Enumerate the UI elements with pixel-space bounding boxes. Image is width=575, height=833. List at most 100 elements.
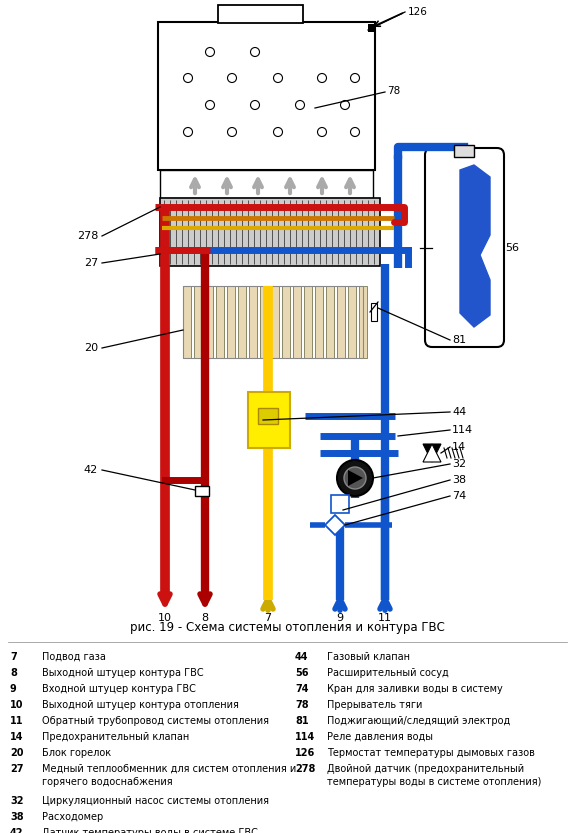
Circle shape <box>340 101 350 109</box>
Bar <box>160 170 373 198</box>
Text: Расширительный сосуд: Расширительный сосуд <box>327 668 448 678</box>
Bar <box>315 286 323 358</box>
Text: 20: 20 <box>84 343 98 353</box>
Bar <box>271 286 279 358</box>
Text: 14: 14 <box>452 442 466 452</box>
Bar <box>195 486 209 496</box>
Text: 8: 8 <box>10 668 17 678</box>
Circle shape <box>205 101 214 109</box>
Bar <box>348 286 356 358</box>
Text: 81: 81 <box>295 716 309 726</box>
Text: горячего водоснабжения: горячего водоснабжения <box>42 777 172 787</box>
Bar <box>194 286 202 358</box>
Text: 56: 56 <box>505 243 519 253</box>
Circle shape <box>274 73 282 82</box>
Text: 27: 27 <box>10 764 24 774</box>
Text: 114: 114 <box>295 732 315 742</box>
Text: Подвод газа: Подвод газа <box>42 652 106 662</box>
Text: 32: 32 <box>10 796 24 806</box>
Text: 10: 10 <box>10 700 24 710</box>
Text: 278: 278 <box>295 764 315 774</box>
Text: 78: 78 <box>295 700 309 710</box>
Text: 8: 8 <box>201 613 209 623</box>
Bar <box>359 286 367 358</box>
Bar <box>248 392 290 448</box>
Text: Блок горелок: Блок горелок <box>42 748 111 758</box>
Text: температуры воды в системе отопления): температуры воды в системе отопления) <box>327 777 542 787</box>
Bar <box>158 22 375 170</box>
Circle shape <box>251 47 259 57</box>
Text: 42: 42 <box>10 828 24 833</box>
Text: Расходомер: Расходомер <box>42 812 104 822</box>
Text: Предохранительный клапан: Предохранительный клапан <box>42 732 189 742</box>
Polygon shape <box>423 444 441 462</box>
Circle shape <box>202 477 208 483</box>
Bar <box>331 495 349 513</box>
Text: 9: 9 <box>336 613 344 623</box>
Bar <box>337 286 345 358</box>
Text: Входной штуцер контура ГВС: Входной штуцер контура ГВС <box>42 684 196 694</box>
Bar <box>293 286 301 358</box>
Circle shape <box>205 47 214 57</box>
Text: 20: 20 <box>10 748 24 758</box>
Circle shape <box>183 73 193 82</box>
Polygon shape <box>423 444 441 462</box>
Text: Датчик температуры воды в системе ГВС: Датчик температуры воды в системе ГВС <box>42 828 258 833</box>
Bar <box>368 24 376 32</box>
Bar <box>304 286 312 358</box>
Text: 9: 9 <box>10 684 17 694</box>
Text: 44: 44 <box>295 652 309 662</box>
Circle shape <box>337 460 373 496</box>
Circle shape <box>351 73 359 82</box>
Circle shape <box>183 127 193 137</box>
Text: 10: 10 <box>158 613 172 623</box>
Circle shape <box>296 101 305 109</box>
Text: 74: 74 <box>295 684 309 694</box>
Circle shape <box>228 73 236 82</box>
Text: 81: 81 <box>452 335 466 345</box>
Text: 7: 7 <box>264 613 271 623</box>
Circle shape <box>251 101 259 109</box>
Bar <box>216 286 224 358</box>
Circle shape <box>228 127 236 137</box>
Bar <box>258 408 278 424</box>
Text: 278: 278 <box>76 231 98 241</box>
Bar <box>371 303 377 321</box>
Text: Реле давления воды: Реле давления воды <box>327 732 433 742</box>
Text: 11: 11 <box>10 716 24 726</box>
Polygon shape <box>348 470 363 486</box>
Circle shape <box>344 467 366 489</box>
Bar <box>218 5 303 23</box>
Polygon shape <box>460 165 490 327</box>
Polygon shape <box>325 515 345 535</box>
Text: 32: 32 <box>452 459 466 469</box>
Bar <box>205 286 213 358</box>
Text: 11: 11 <box>378 613 392 623</box>
Bar <box>282 286 290 358</box>
Text: 38: 38 <box>10 812 24 822</box>
Text: 44: 44 <box>452 407 466 417</box>
Text: Поджигающий/следящий электрод: Поджигающий/следящий электрод <box>327 716 510 726</box>
Text: 78: 78 <box>387 86 400 96</box>
Bar <box>183 286 191 358</box>
Text: Газовый клапан: Газовый клапан <box>327 652 410 662</box>
Text: 126: 126 <box>295 748 315 758</box>
Text: Выходной штуцер контура отопления: Выходной штуцер контура отопления <box>42 700 239 710</box>
Circle shape <box>317 73 327 82</box>
Text: 7: 7 <box>10 652 17 662</box>
Text: Циркуляционный насос системы отопления: Циркуляционный насос системы отопления <box>42 796 269 806</box>
Bar <box>238 286 246 358</box>
Text: рис. 19 - Схема системы отопления и контура ГВС: рис. 19 - Схема системы отопления и конт… <box>129 621 444 635</box>
Text: Кран для заливки воды в систему: Кран для заливки воды в систему <box>327 684 503 694</box>
Bar <box>183 286 363 358</box>
Bar <box>454 145 474 157</box>
Text: 114: 114 <box>452 425 473 435</box>
Text: Обратный трубопровод системы отопления: Обратный трубопровод системы отопления <box>42 716 269 726</box>
Bar <box>160 198 380 266</box>
Bar <box>326 286 334 358</box>
Circle shape <box>317 127 327 137</box>
Text: Прерыватель тяги: Прерыватель тяги <box>327 700 423 710</box>
Bar <box>227 286 235 358</box>
Bar <box>260 286 268 358</box>
Circle shape <box>351 127 359 137</box>
